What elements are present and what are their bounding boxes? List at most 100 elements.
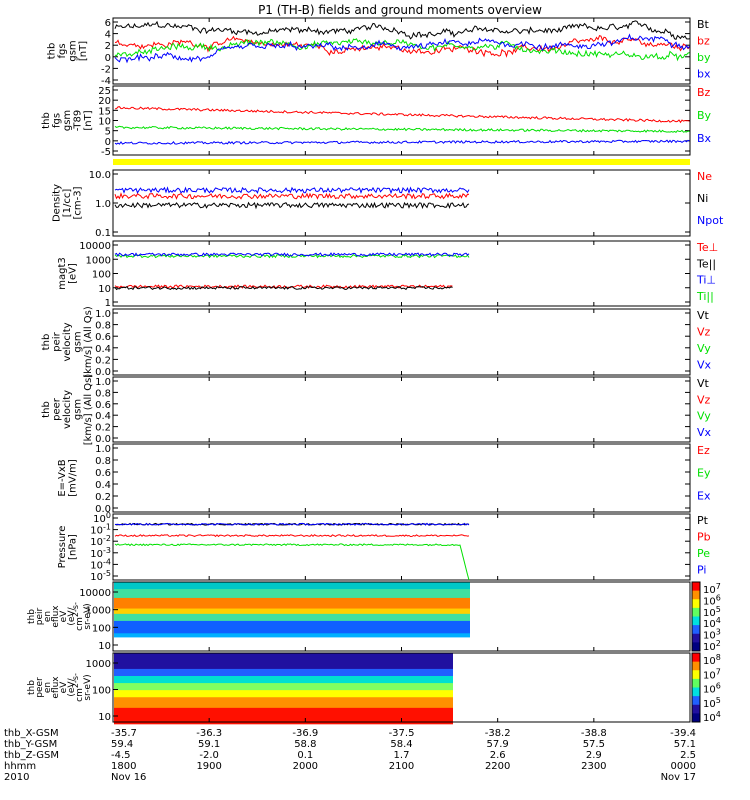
spectrogram-row: [114, 679, 453, 682]
spectrogram-row: [114, 722, 453, 725]
spectrogram-row: [114, 660, 453, 663]
y-axis-label: [1/cc]: [62, 189, 73, 218]
legend-entry-Ez: Ez: [697, 444, 710, 457]
colorbar-segment: [692, 642, 700, 652]
y-tick-label: 0.2: [95, 423, 111, 434]
spectrogram-row: [114, 714, 453, 718]
spectrogram-row: [114, 654, 453, 658]
spectrogram-row: [114, 582, 470, 585]
spectrogram-row: [114, 674, 453, 677]
y-tick-label: -2: [101, 64, 111, 75]
spectrogram-row: [114, 690, 453, 693]
series-line-bz: [114, 34, 690, 58]
y-tick-label: 10000: [79, 241, 111, 252]
spectrogram-row: [114, 619, 470, 622]
y-tick-label: 15: [98, 106, 111, 117]
spectrogram-row: [114, 653, 453, 656]
y-tick-label: 0: [105, 53, 111, 64]
legend-entry-By: By: [697, 109, 712, 122]
spectrogram-row: [114, 606, 470, 610]
ephemeris-value: -4.5: [111, 750, 131, 761]
y-axis-label: [nT]: [83, 110, 94, 130]
y-axis-label: thb: [41, 112, 52, 129]
y-tick-label: 10: [98, 284, 111, 295]
y-axis-label: Density: [52, 184, 63, 222]
spectrogram-row: [114, 697, 453, 700]
y-tick-label: 5: [105, 127, 111, 138]
spectrogram-row: [114, 601, 470, 604]
legend-entry-Vt: Vt: [697, 309, 710, 322]
spectrogram-row: [114, 707, 453, 711]
spectrogram-row: [114, 617, 470, 620]
y-axis-label: cm2-s-: [71, 673, 85, 702]
y-tick-label: 1000: [86, 659, 111, 670]
colorbar-segment: [692, 625, 700, 635]
spectrogram-row: [114, 672, 453, 675]
y-tick-label: 1.0: [95, 377, 111, 388]
colorbar-tick-label: 105: [703, 605, 721, 619]
spectrogram-row: [114, 624, 470, 627]
y-tick-label: 25: [98, 86, 111, 97]
spectrogram-row: [114, 592, 470, 595]
y-axis-label: [mV/m]: [67, 459, 78, 497]
y-axis-label: fgs: [57, 43, 68, 58]
spectrogram-row: [114, 686, 453, 689]
y-tick-label: 0.6: [95, 468, 111, 479]
spectrogram-row: [114, 691, 453, 695]
y-axis-label: gsm: [73, 399, 84, 420]
y-tick-label: 2: [105, 41, 111, 52]
spectrogram-row: [114, 589, 470, 592]
panel-frame: [112, 376, 691, 443]
y-axis-label: fgs: [52, 113, 63, 128]
colorbar-tick-label: 103: [703, 628, 721, 642]
ephemeris-value: Nov 16: [111, 772, 146, 783]
panel-temp: 10000 1000 100 10 1 magt3 [eV] Te⊥ Te|| Ti⊥ Ti||: [57, 240, 718, 309]
spectrogram-row: [114, 603, 470, 606]
y-tick-label: 0.4: [95, 411, 111, 422]
series-line-Te||: [114, 285, 453, 291]
y-tick-label: 10-1: [90, 523, 111, 537]
ephemeris-label: thb_Y-GSM: [4, 739, 57, 750]
panel-efield: 1.00.80.60.40.20.0 E=-VxB [mV/m] Ez Ey Ex: [57, 443, 711, 515]
colorbar-segment: [692, 687, 700, 697]
y-axis-label: sr-eV): [83, 603, 93, 629]
series-line-Ti⊥: [114, 252, 470, 257]
y-tick-label: 10: [98, 712, 111, 723]
spectrogram-row: [114, 711, 453, 714]
spectrogram-row: [114, 699, 453, 702]
legend-entry-Pb: Pb: [697, 531, 711, 544]
spectrogram-row: [114, 594, 470, 597]
series-line-bx: [114, 33, 690, 64]
y-tick-label: 10-5: [90, 569, 111, 583]
y-tick-label: 0.8: [95, 456, 111, 467]
spectrogram-row: [114, 713, 453, 716]
legend-entry-Pe: Pe: [697, 547, 710, 560]
y-axis-label: E=-VxB: [57, 459, 68, 496]
ephemeris-value: -38.2: [485, 728, 511, 739]
y-tick-label: 0.2: [95, 355, 111, 366]
spectrogram-peir_en: 10000 1000 100 10 thbpeirenefluxeV(eV/cm2-s-…: [27, 581, 721, 653]
series-line-Pb: [114, 534, 470, 538]
spectrogram-row: [114, 587, 470, 590]
spectrogram-row: [114, 665, 453, 668]
colorbar-segment: [692, 590, 700, 600]
legend-entry-Vt: Vt: [697, 377, 710, 390]
y-tick-label: 10: [98, 641, 111, 652]
spectrogram-row: [114, 706, 453, 709]
y-tick-label: 0.4: [95, 344, 111, 355]
series-line-Pi: [114, 522, 470, 526]
spectrogram-row: [114, 677, 453, 681]
legend-entry-Ne: Ne: [697, 170, 712, 183]
ephemeris-value: 59.1: [198, 739, 220, 750]
y-tick-label: 1.0: [95, 309, 111, 320]
panel-frame: [112, 308, 691, 376]
legend-entry-Vx: Vx: [697, 359, 712, 372]
y-axis-label: [cm-3]: [73, 186, 84, 219]
y-tick-label: 1.0: [95, 444, 111, 455]
legend-entry-Ti||: Ti||: [696, 290, 714, 303]
y-axis-label: eV: [59, 681, 69, 694]
spectrogram-row: [114, 683, 453, 686]
